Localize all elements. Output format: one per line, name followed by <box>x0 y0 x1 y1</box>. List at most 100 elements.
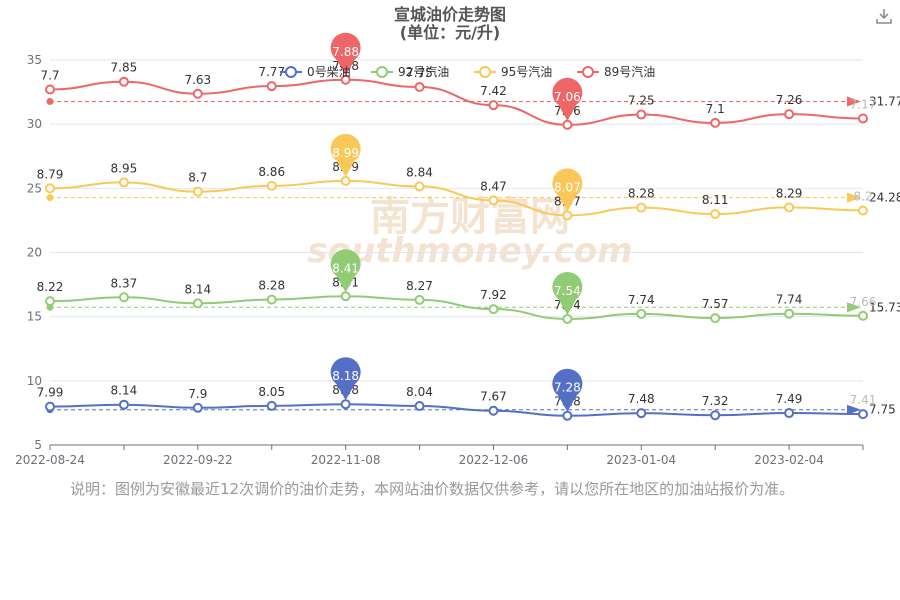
data-point <box>488 405 499 416</box>
min-pin-label: 7.06 <box>554 90 581 104</box>
data-point <box>636 202 647 213</box>
data-label: 8.95 <box>111 161 138 175</box>
y-tick-label: 25 <box>27 181 42 195</box>
data-point <box>784 109 795 120</box>
data-point <box>118 76 129 87</box>
data-label: 7.41 <box>850 393 877 407</box>
average-arrow-marker <box>847 192 861 203</box>
data-label: 7.9 <box>188 387 207 401</box>
series-line-3 <box>49 78 864 126</box>
watermark-url: southmoney.com <box>307 231 632 271</box>
data-label: 8.37 <box>111 276 138 290</box>
data-point <box>192 402 203 413</box>
data-point <box>45 84 55 95</box>
average-label: 24.28 <box>869 191 900 205</box>
data-point <box>118 292 129 303</box>
x-tick-label: 2023-01-04 <box>606 453 676 467</box>
legend-label: 95号汽油 <box>501 64 552 79</box>
data-point <box>414 181 425 192</box>
data-label: 7.17 <box>850 98 877 112</box>
max-pin <box>330 133 361 177</box>
data-point <box>45 183 55 194</box>
data-point <box>858 409 868 420</box>
max-pin-label: 7.88 <box>332 45 359 59</box>
y-tick-label: 5 <box>34 438 42 452</box>
min-pin <box>552 368 583 412</box>
data-point <box>488 195 499 206</box>
x-tick-label: 2022-08-24 <box>15 453 85 467</box>
min-pin <box>552 271 583 315</box>
x-tick-label: 2022-09-22 <box>163 453 233 467</box>
min-pin <box>552 168 583 212</box>
data-point <box>636 408 647 419</box>
data-label: 7.67 <box>480 390 507 404</box>
legend-label: 92号汽油 <box>398 64 449 79</box>
max-pin-label: 8.99 <box>332 146 359 160</box>
data-label: 7.7 <box>40 69 59 83</box>
data-point <box>192 298 203 309</box>
data-point <box>562 119 573 130</box>
data-label: 8.14 <box>184 282 211 296</box>
data-label: 8.05 <box>258 385 285 399</box>
legend-label: 0号柴油 <box>307 65 351 79</box>
data-point <box>192 186 203 197</box>
legend-marker <box>376 66 388 78</box>
data-label: 8.04 <box>406 385 433 399</box>
data-point <box>488 100 499 111</box>
average-arrow-marker <box>847 96 861 107</box>
data-label: 7.85 <box>111 61 138 75</box>
data-point <box>340 399 351 410</box>
max-pin-label: 8.18 <box>332 369 359 383</box>
data-point <box>784 308 795 319</box>
data-point <box>414 400 425 411</box>
data-point <box>784 408 795 419</box>
data-label: 8.28 <box>258 279 285 293</box>
data-point <box>562 313 573 324</box>
data-point <box>784 202 795 213</box>
series-line-0 <box>49 403 864 417</box>
x-tick-label: 2022-12-06 <box>459 453 529 467</box>
data-point <box>118 177 129 188</box>
y-tick-label: 30 <box>27 117 42 131</box>
y-tick-label: 10 <box>27 374 42 388</box>
chart-title: 宣城油价走势图 <box>393 5 506 24</box>
data-label: 8.7 <box>188 171 207 185</box>
average-label: 15.73 <box>869 300 900 314</box>
data-label: 8.28 <box>628 187 655 201</box>
y-tick-label: 15 <box>27 310 42 324</box>
data-point <box>340 175 351 186</box>
x-tick-label: 2023-02-04 <box>754 453 824 467</box>
data-point <box>266 294 277 305</box>
data-label: 7.57 <box>702 297 729 311</box>
data-label: 7.49 <box>776 392 803 406</box>
legend-marker <box>582 66 594 78</box>
average-arrow-marker <box>847 404 861 415</box>
data-label: 7.75 <box>406 66 433 80</box>
data-label: 7.99 <box>37 386 64 400</box>
data-point <box>710 209 721 219</box>
data-point <box>414 294 425 305</box>
data-label: 8.2 <box>853 190 872 204</box>
data-label: 8.47 <box>480 179 507 193</box>
data-label: 8.11 <box>702 193 729 207</box>
data-point <box>858 113 868 124</box>
data-point <box>192 88 203 99</box>
average-arrow-marker <box>847 302 861 313</box>
legend-label: 89号汽油 <box>604 64 655 79</box>
data-label: 7.92 <box>480 288 507 302</box>
data-label: 7.74 <box>628 293 655 307</box>
data-point <box>266 81 277 92</box>
data-label: 7.42 <box>480 84 507 98</box>
watermark-text: 南方财富网 <box>370 194 570 240</box>
data-point <box>858 310 868 321</box>
y-tick-label: 35 <box>27 53 42 67</box>
download-icon[interactable] <box>874 6 894 26</box>
data-label: 8.22 <box>37 280 64 294</box>
data-point <box>710 313 721 324</box>
data-label: 7.77 <box>258 65 285 79</box>
data-label: 7.63 <box>184 73 211 87</box>
data-point <box>340 291 351 302</box>
data-point <box>562 210 573 221</box>
data-label: 8.79 <box>37 167 64 181</box>
data-point <box>710 410 721 421</box>
